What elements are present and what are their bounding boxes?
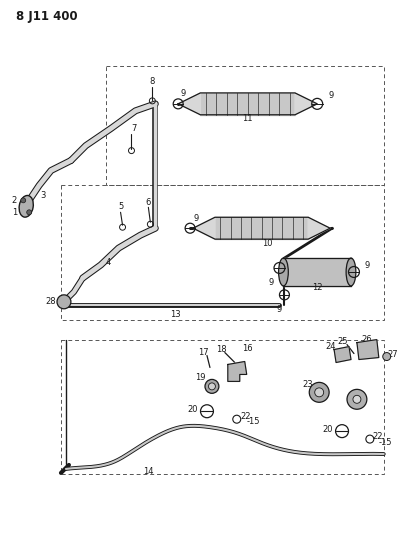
Circle shape	[309, 382, 329, 402]
Text: 11: 11	[243, 114, 253, 123]
Ellipse shape	[19, 196, 33, 217]
Text: 9: 9	[277, 305, 282, 314]
Text: 19: 19	[195, 373, 205, 382]
Polygon shape	[284, 258, 351, 286]
Text: 4: 4	[106, 257, 111, 266]
Polygon shape	[228, 361, 247, 382]
Circle shape	[27, 210, 32, 215]
Polygon shape	[334, 346, 351, 362]
Text: 23: 23	[302, 380, 313, 389]
Text: 8: 8	[150, 77, 155, 86]
Circle shape	[205, 379, 219, 393]
Circle shape	[209, 383, 215, 390]
Text: 8 J11 400: 8 J11 400	[16, 10, 78, 23]
Text: 13: 13	[170, 310, 181, 319]
Text: 18: 18	[217, 345, 227, 354]
Polygon shape	[295, 93, 317, 115]
Text: 24: 24	[326, 342, 337, 351]
Text: 3: 3	[40, 191, 46, 200]
Text: 6: 6	[146, 198, 151, 207]
Text: 20: 20	[323, 425, 333, 434]
Circle shape	[347, 389, 367, 409]
Text: 22: 22	[241, 411, 251, 421]
Polygon shape	[308, 217, 330, 239]
Circle shape	[21, 198, 26, 203]
Text: 21: 21	[237, 367, 247, 376]
Circle shape	[57, 295, 71, 309]
Polygon shape	[200, 93, 295, 115]
Text: 2: 2	[12, 196, 17, 205]
Text: 9: 9	[181, 90, 186, 99]
Circle shape	[315, 388, 324, 397]
Text: 7: 7	[132, 124, 137, 133]
Text: 12: 12	[312, 284, 322, 293]
Text: 22: 22	[373, 432, 383, 441]
Polygon shape	[193, 217, 215, 239]
Polygon shape	[178, 93, 200, 115]
Text: 9: 9	[194, 214, 199, 223]
Text: 14: 14	[143, 467, 153, 477]
Text: -15: -15	[379, 438, 392, 447]
Text: 5: 5	[118, 202, 123, 211]
Ellipse shape	[346, 258, 356, 286]
Text: -15: -15	[247, 417, 260, 426]
Text: 28: 28	[46, 297, 56, 306]
Text: 9: 9	[364, 261, 369, 270]
Text: 9: 9	[328, 91, 334, 100]
Polygon shape	[215, 217, 308, 239]
Text: 16: 16	[242, 344, 253, 353]
Circle shape	[353, 395, 361, 403]
Text: 17: 17	[198, 348, 208, 357]
Bar	[61, 340, 384, 474]
Polygon shape	[357, 340, 379, 360]
Bar	[61, 185, 384, 320]
Text: 1: 1	[12, 208, 17, 217]
Ellipse shape	[279, 258, 288, 286]
Text: 9: 9	[269, 278, 274, 287]
Text: 20: 20	[188, 405, 198, 414]
Text: 25: 25	[338, 337, 348, 346]
Circle shape	[383, 352, 391, 360]
Text: 10: 10	[262, 239, 273, 248]
Text: 27: 27	[387, 350, 398, 359]
Bar	[106, 66, 384, 185]
Text: 26: 26	[362, 335, 372, 344]
